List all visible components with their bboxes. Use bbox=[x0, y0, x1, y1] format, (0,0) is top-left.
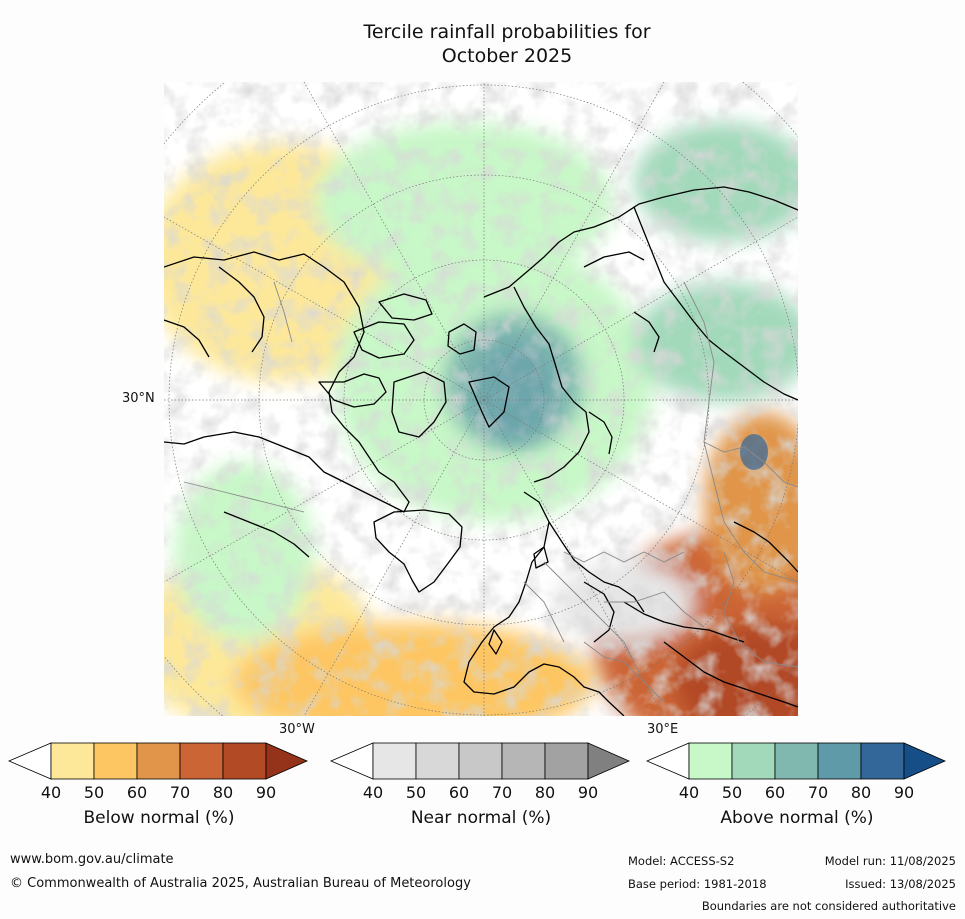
coastlines bbox=[164, 186, 798, 716]
latitude-label-30n: 30°N bbox=[122, 391, 155, 406]
colorbar-near-normal-tick: 90 bbox=[577, 783, 599, 802]
colorbar-near-normal-bin-80 bbox=[544, 742, 589, 780]
title-line-1: Tercile rainfall probabilities for bbox=[363, 21, 651, 43]
colorbar-near-normal-bin-60 bbox=[458, 742, 503, 780]
colorbar-below-normal bbox=[8, 742, 310, 780]
colorbar-below-normal-extend-high bbox=[265, 742, 308, 780]
colorbar-near-normal-bin-70 bbox=[501, 742, 546, 780]
colorbar-above-normal-tick: 60 bbox=[764, 783, 786, 802]
issued-date: Issued: 13/08/2025 bbox=[845, 877, 956, 891]
colorbar-above-normal-tick: 80 bbox=[850, 783, 872, 802]
colorbar-above-normal-label: Above normal (%) bbox=[720, 808, 874, 828]
colorbar-near-normal-label: Near normal (%) bbox=[410, 808, 552, 828]
forecast-map[interactable] bbox=[164, 82, 798, 716]
colorbar-above-normal-tick: 40 bbox=[678, 783, 700, 802]
model-name: Model: ACCESS-S2 bbox=[628, 854, 735, 868]
colorbar-below-normal-bar bbox=[8, 742, 308, 780]
colorbar-near-normal-tick: 40 bbox=[362, 783, 384, 802]
country-borders bbox=[183, 281, 798, 703]
boundaries-disclaimer: Boundaries are not considered authoritat… bbox=[701, 899, 956, 913]
colorbar-near-normal-bin-50 bbox=[415, 742, 460, 780]
colorbar-near-normal-extend-low bbox=[330, 742, 374, 780]
probability-field bbox=[164, 82, 798, 716]
colorbar-above-normal-bar bbox=[646, 742, 946, 780]
colorbar-below-normal-tick: 70 bbox=[169, 783, 191, 802]
colorbar-above-normal-extend-high bbox=[903, 742, 946, 780]
colorbar-below-normal-tick: 60 bbox=[126, 783, 148, 802]
colorbar-near-normal-tick: 60 bbox=[448, 783, 470, 802]
colorbar-below-normal-bin-40 bbox=[50, 742, 95, 780]
colorbar-below-normal-bin-70 bbox=[179, 742, 224, 780]
colorbar-above-normal-bin-60 bbox=[774, 742, 819, 780]
colorbar-above-normal-ticks: 40 50 60 70 80 90 bbox=[646, 783, 948, 803]
base-period: Base period: 1981-2018 bbox=[628, 877, 767, 891]
colorbar-above-normal bbox=[646, 742, 948, 780]
colorbar-near-normal-tick: 50 bbox=[405, 783, 427, 802]
colorbar-above-normal-extend-low bbox=[646, 742, 690, 780]
model-run-date: Model run: 11/08/2025 bbox=[824, 854, 956, 868]
colorbar-near-normal bbox=[330, 742, 632, 780]
colorbar-above-normal-tick: 50 bbox=[721, 783, 743, 802]
title-line-2: October 2025 bbox=[441, 45, 573, 67]
chart-title: Tercile rainfall probabilities for Octob… bbox=[0, 20, 965, 68]
colorbar-below-normal-bin-80 bbox=[222, 742, 267, 780]
colorbar-near-normal-ticks: 40 50 60 70 80 90 bbox=[330, 783, 632, 803]
colorbar-below-normal-bin-60 bbox=[136, 742, 181, 780]
colorbar-near-normal-extend-high bbox=[587, 742, 630, 780]
longitude-label-30w: 30°W bbox=[279, 722, 315, 737]
colorbar-near-normal-tick: 80 bbox=[534, 783, 556, 802]
colorbar-above-normal-bin-70 bbox=[817, 742, 862, 780]
colorbar-below-normal-extend-low bbox=[8, 742, 52, 780]
colorbar-above-normal-bin-80 bbox=[860, 742, 905, 780]
colorbar-below-normal-tick: 50 bbox=[83, 783, 105, 802]
colorbar-above-normal-tick: 90 bbox=[893, 783, 915, 802]
colorbar-below-normal-bin-50 bbox=[93, 742, 138, 780]
colorbar-below-normal-tick: 90 bbox=[255, 783, 277, 802]
map-canvas bbox=[164, 82, 798, 716]
longitude-label-30e: 30°E bbox=[647, 722, 679, 737]
colorbar-near-normal-bin-40 bbox=[372, 742, 417, 780]
colorbar-below-normal-ticks: 40 50 60 70 80 90 bbox=[8, 783, 310, 803]
colorbar-near-normal-bar bbox=[330, 742, 630, 780]
colorbar-above-normal-tick: 70 bbox=[807, 783, 829, 802]
colorbar-above-normal-bin-50 bbox=[731, 742, 776, 780]
copyright-text: © Commonwealth of Australia 2025, Austra… bbox=[10, 876, 471, 891]
colorbar-above-normal-bin-40 bbox=[688, 742, 733, 780]
colorbar-near-normal-tick: 70 bbox=[491, 783, 513, 802]
colorbar-below-normal-tick: 40 bbox=[40, 783, 62, 802]
website-link[interactable]: www.bom.gov.au/climate bbox=[10, 852, 174, 867]
colorbar-below-normal-label: Below normal (%) bbox=[83, 808, 235, 828]
colorbar-below-normal-tick: 80 bbox=[212, 783, 234, 802]
